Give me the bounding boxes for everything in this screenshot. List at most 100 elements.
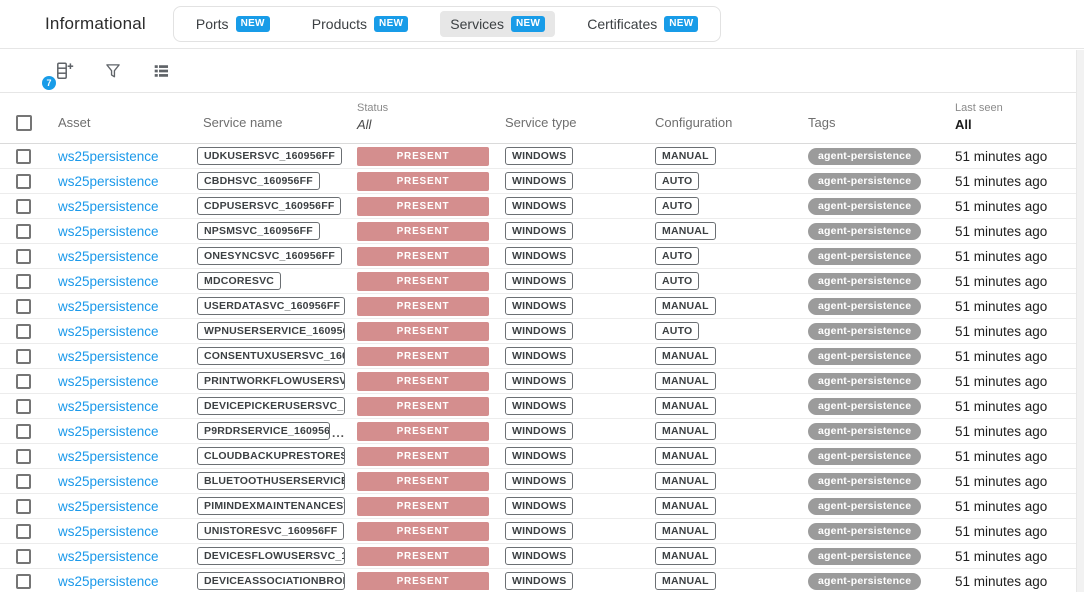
row-checkbox[interactable] <box>16 323 31 339</box>
row-checkbox[interactable] <box>16 273 31 289</box>
column-header-service-type[interactable]: Service type <box>505 115 577 130</box>
status-filter-value: All <box>357 117 372 132</box>
row-checkbox[interactable] <box>16 173 31 189</box>
asset-link[interactable]: ws25persistence <box>58 173 159 189</box>
tab-ports[interactable]: Ports NEW <box>186 11 280 37</box>
tag-badge: agent-persistence <box>808 347 922 365</box>
asset-cell: ws25persistence <box>46 574 191 589</box>
asset-link[interactable]: ws25persistence <box>58 198 159 214</box>
row-checkbox[interactable] <box>16 473 31 489</box>
add-column-button[interactable]: 7 <box>42 59 76 90</box>
new-badge: NEW <box>374 16 409 32</box>
column-header-status[interactable]: Status All <box>345 102 493 143</box>
table-row: ws25persistence CDPUSERSVC_160956FF PRES… <box>0 194 1084 219</box>
column-header-tags[interactable]: Tags <box>808 115 836 130</box>
filter-button[interactable] <box>102 60 124 82</box>
service-type-cell: WINDOWS <box>493 522 643 540</box>
asset-link[interactable]: ws25persistence <box>58 323 159 339</box>
tag-badge: agent-persistence <box>808 497 922 515</box>
column-header-configuration[interactable]: Configuration <box>655 115 733 130</box>
tag-badge: agent-persistence <box>808 272 922 290</box>
service-type-cell: WINDOWS <box>493 497 643 515</box>
tab-services[interactable]: Services NEW <box>440 11 556 37</box>
service-type-cell: WINDOWS <box>493 147 643 165</box>
asset-link[interactable]: ws25persistence <box>58 273 159 289</box>
row-checkbox-cell <box>0 398 46 414</box>
table-row: ws25persistence BLUETOOTHUSERSERVICE_160… <box>0 469 1084 494</box>
row-checkbox[interactable] <box>16 348 31 364</box>
asset-link[interactable]: ws25persistence <box>58 423 159 439</box>
status-cell: PRESENT <box>345 296 493 316</box>
row-checkbox[interactable] <box>16 198 31 214</box>
column-header-service-name[interactable]: Service name <box>203 115 283 130</box>
row-checkbox[interactable] <box>16 573 31 589</box>
row-checkbox-cell <box>0 223 46 239</box>
tab-products[interactable]: Products NEW <box>302 11 418 37</box>
tag-badge: agent-persistence <box>808 222 922 240</box>
row-checkbox[interactable] <box>16 148 31 164</box>
asset-link[interactable]: ws25persistence <box>58 523 159 539</box>
row-checkbox-cell <box>0 373 46 389</box>
asset-link[interactable]: ws25persistence <box>58 573 159 589</box>
service-type-badge: WINDOWS <box>505 197 574 215</box>
tag-badge: agent-persistence <box>808 322 922 340</box>
column-header-last-seen[interactable]: Last seen All <box>943 102 1084 143</box>
row-checkbox[interactable] <box>16 548 31 564</box>
row-checkbox[interactable] <box>16 398 31 414</box>
asset-link[interactable]: ws25persistence <box>58 248 159 264</box>
tab-group: Ports NEW Products NEW Services NEW Cert… <box>172 6 722 42</box>
filter-icon <box>106 63 120 77</box>
last-seen-value: 51 minutes ago <box>955 348 1048 364</box>
last-seen-value: 51 minutes ago <box>955 323 1048 339</box>
table-row: ws25persistence PIMINDEXMAINTENANCESVC_1… <box>0 494 1084 519</box>
asset-link[interactable]: ws25persistence <box>58 148 159 164</box>
row-checkbox[interactable] <box>16 448 31 464</box>
table-row: ws25persistence CBDHSVC_160956FF PRESENT… <box>0 169 1084 194</box>
row-checkbox[interactable] <box>16 423 31 439</box>
row-checkbox[interactable] <box>16 298 31 314</box>
status-badge: PRESENT <box>357 421 489 441</box>
service-name-cell: P9RDRSERVICE_160956FF ... <box>191 422 345 440</box>
tags-cell: agent-persistence <box>796 572 943 590</box>
view-list-button[interactable] <box>150 60 172 82</box>
asset-link[interactable]: ws25persistence <box>58 398 159 414</box>
tag-badge: agent-persistence <box>808 422 922 440</box>
tag-badge: agent-persistence <box>808 472 922 490</box>
row-checkbox[interactable] <box>16 523 31 539</box>
tab-label: Products <box>311 16 368 32</box>
select-all-checkbox[interactable] <box>16 115 32 131</box>
asset-link[interactable]: ws25persistence <box>58 298 159 314</box>
asset-link[interactable]: ws25persistence <box>58 448 159 464</box>
row-checkbox[interactable] <box>16 373 31 389</box>
column-header-asset[interactable]: Asset <box>58 115 91 130</box>
row-checkbox[interactable] <box>16 248 31 264</box>
more-indicator: ... <box>331 426 345 440</box>
tag-badge: agent-persistence <box>808 247 922 265</box>
asset-link[interactable]: ws25persistence <box>58 548 159 564</box>
asset-link[interactable]: ws25persistence <box>58 348 159 364</box>
row-checkbox[interactable] <box>16 223 31 239</box>
tab-certificates[interactable]: Certificates NEW <box>577 11 708 37</box>
configuration-badge: MANUAL <box>655 472 716 490</box>
service-type-badge: WINDOWS <box>505 322 574 340</box>
asset-link[interactable]: ws25persistence <box>58 373 159 389</box>
tags-cell: agent-persistence <box>796 222 943 240</box>
asset-link[interactable]: ws25persistence <box>58 473 159 489</box>
service-name-cell: USERDATASVC_160956FF <box>191 297 345 315</box>
service-type-badge: WINDOWS <box>505 472 574 490</box>
status-cell: PRESENT <box>345 521 493 541</box>
asset-cell: ws25persistence <box>46 474 191 489</box>
last-seen-value: 51 minutes ago <box>955 248 1048 264</box>
vertical-scrollbar[interactable] <box>1076 50 1084 592</box>
tag-badge: agent-persistence <box>808 297 922 315</box>
asset-link[interactable]: ws25persistence <box>58 498 159 514</box>
asset-link[interactable]: ws25persistence <box>58 223 159 239</box>
asset-cell: ws25persistence <box>46 274 191 289</box>
row-checkbox-cell <box>0 573 46 589</box>
service-name-cell: PRINTWORKFLOWUSERSVC_160956FF <box>191 372 345 390</box>
tab-label: Services <box>450 16 504 32</box>
row-checkbox[interactable] <box>16 498 31 514</box>
tags-cell: agent-persistence <box>796 172 943 190</box>
service-name-cell: CDPUSERSVC_160956FF <box>191 197 345 215</box>
configuration-badge: AUTO <box>655 197 700 215</box>
